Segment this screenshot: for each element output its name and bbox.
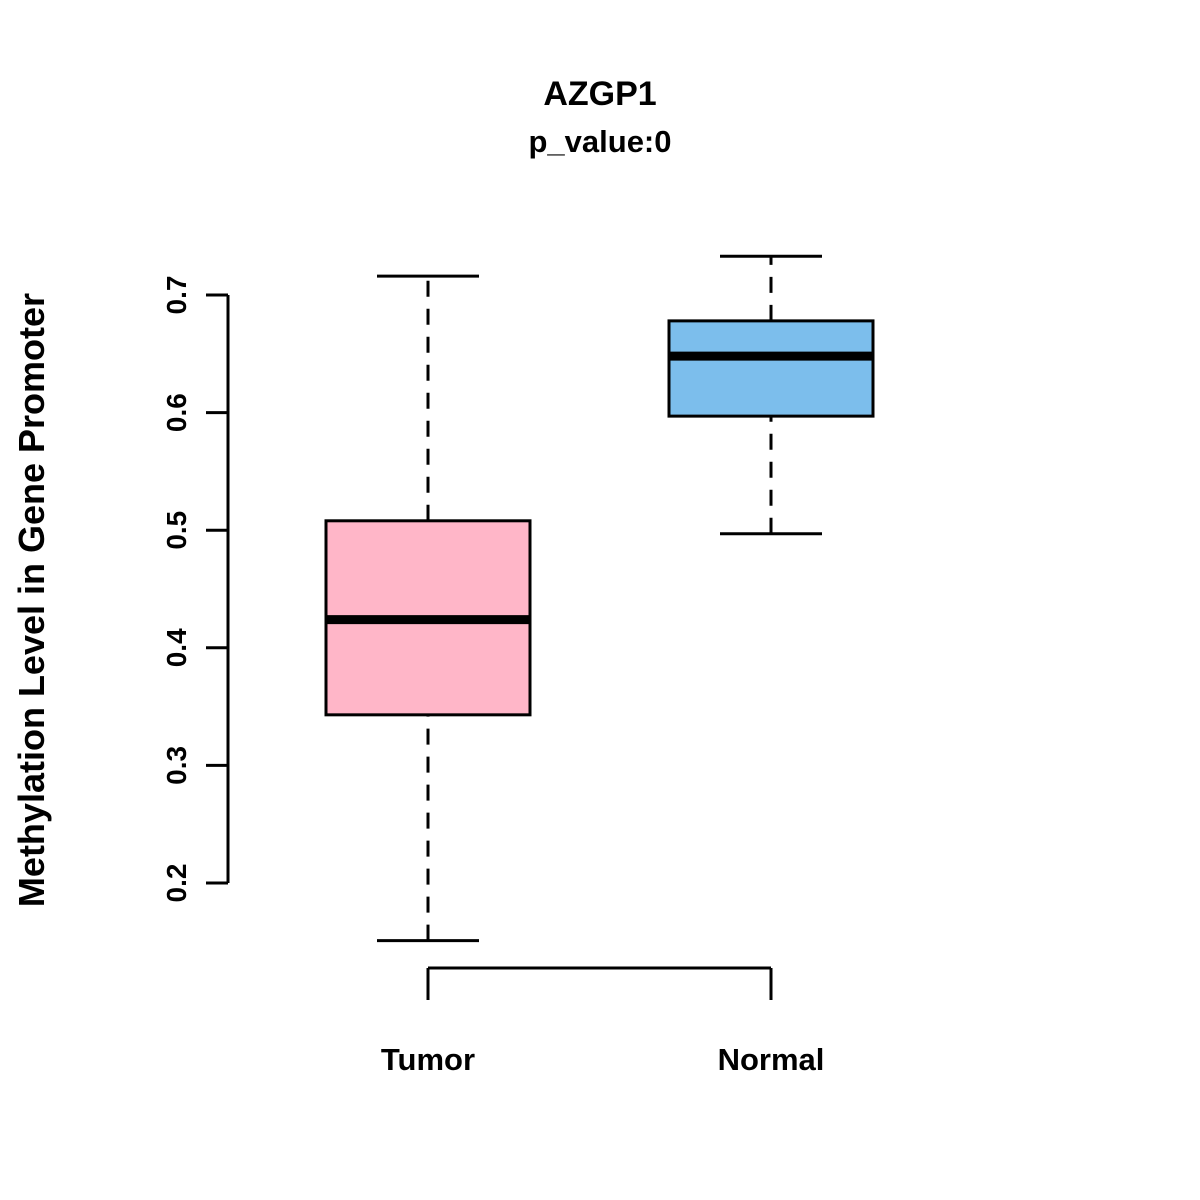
y-tick-label: 0.7 <box>161 276 192 315</box>
y-tick-label: 0.6 <box>161 393 192 432</box>
box-normal <box>667 254 875 536</box>
box-tumor <box>324 274 532 943</box>
iqr-box <box>667 319 875 418</box>
y-tick-label: 0.5 <box>161 511 192 550</box>
x-category-label: Normal <box>718 1042 825 1077</box>
y-tick-label: 0.4 <box>161 628 192 667</box>
x-category-label: Tumor <box>381 1042 475 1077</box>
y-axis-label: Methylation Level in Gene Promoter <box>11 293 52 907</box>
chart-subtitle: p_value:0 <box>528 124 671 159</box>
y-tick-label: 0.3 <box>161 746 192 785</box>
y-tick-label: 0.2 <box>161 864 192 903</box>
chart-title: AZGP1 <box>543 75 656 113</box>
plot-area: 0.2 0.3 0.4 0.5 0.6 0.7 Tumor Normal <box>161 254 875 1077</box>
